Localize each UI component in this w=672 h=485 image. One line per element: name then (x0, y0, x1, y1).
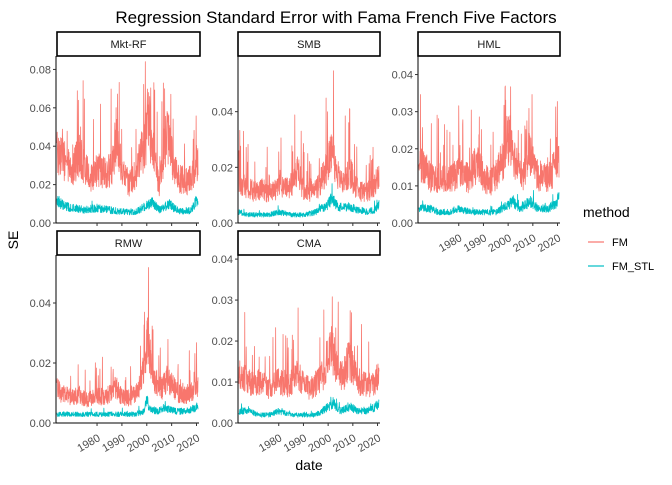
facet-strip-label: Mkt-RF (110, 39, 146, 51)
x-tick-label: 2020 (536, 232, 563, 255)
series-line-fm-stl (56, 395, 199, 418)
facet-strip (417, 31, 561, 57)
series-line-fm (418, 85, 560, 196)
facet-panel: SMB 0.00 0.02 0.04 (212, 31, 381, 230)
y-tick-label: 0.00 (30, 218, 51, 230)
y-tick-label: 0.00 (30, 418, 51, 430)
series-line-fm-stl (418, 190, 560, 216)
facet-strip-label: CMA (297, 238, 322, 250)
series-line-fm (56, 61, 199, 197)
x-tick-label: 1980 (75, 432, 102, 455)
facet-strip (56, 31, 201, 57)
x-tick-label: 2000 (125, 432, 152, 455)
facet-strip-label: RMW (115, 238, 143, 250)
x-tick-label: 2010 (150, 432, 177, 455)
y-tick-label: 0.04 (30, 298, 51, 310)
y-tick-label: 0.03 (392, 107, 413, 119)
facet-strip-label: SMB (297, 39, 321, 51)
series-line-fm (238, 70, 380, 203)
y-tick-label: 0.00 (212, 218, 233, 230)
legend: method FM FM_STL (583, 204, 654, 273)
series-line-fm-stl (238, 183, 380, 218)
x-tick-label: 1990 (462, 232, 489, 255)
x-tick-label: 1990 (282, 432, 309, 455)
facet-panel: CMA 0.00 0.01 0.02 0.03 0.04 19801990200020102… (212, 230, 383, 455)
x-tick-label: 2010 (511, 232, 538, 255)
y-tick-label: 0.02 (212, 336, 233, 348)
x-tick-label: 2000 (486, 232, 513, 255)
series-line-fm-stl (238, 396, 380, 418)
y-axis-label: SE (5, 231, 21, 250)
y-tick-label: 0.08 (30, 64, 51, 76)
x-axis-label: date (295, 457, 322, 473)
x-tick-label: 2020 (175, 432, 202, 455)
y-tick-label: 0.06 (30, 103, 51, 115)
x-tick-label: 2010 (331, 432, 358, 455)
series-line-fm-stl (56, 195, 199, 216)
y-tick-label: 0.02 (30, 180, 51, 192)
facet-strip (237, 230, 381, 256)
x-tick-label: 1990 (100, 432, 127, 455)
y-tick-label: 0.01 (392, 181, 413, 193)
y-tick-label: 0.04 (212, 254, 233, 266)
x-tick-label: 1980 (437, 232, 464, 255)
y-tick-label: 0.02 (30, 358, 51, 370)
legend-label: FM (612, 237, 628, 249)
y-tick-label: 0.00 (392, 218, 413, 230)
chart-title: Regression Standard Error with Fama Fren… (115, 8, 556, 27)
series-line-fm (238, 296, 380, 400)
y-tick-label: 0.02 (212, 162, 233, 174)
y-tick-label: 0.04 (30, 141, 51, 153)
facet-panel: HML 0.00 0.01 0.02 0.03 0.04 19801990200020102… (392, 31, 563, 255)
facet-strip-label: HML (477, 39, 500, 51)
y-tick-label: 0.00 (212, 418, 233, 430)
facet-strip (237, 31, 381, 57)
facet-panels: Mkt-RF 0.00 0.02 0.04 0.06 0.08 SMB 0.00 0.02 0.0… (30, 31, 563, 455)
x-tick-label: 2020 (356, 432, 383, 455)
y-tick-label: 0.03 (212, 295, 233, 307)
y-tick-label: 0.01 (212, 377, 233, 389)
series-line-fm (56, 267, 199, 408)
legend-title: method (583, 204, 630, 220)
y-tick-label: 0.02 (392, 144, 413, 156)
facet-panel: Mkt-RF 0.00 0.02 0.04 0.06 0.08 (30, 31, 201, 230)
x-tick-label: 2000 (306, 432, 333, 455)
facet-strip (56, 230, 201, 256)
legend-label: FM_STL (612, 261, 654, 273)
x-tick-label: 1980 (257, 432, 284, 455)
y-tick-label: 0.04 (392, 70, 413, 82)
y-tick-label: 0.04 (212, 107, 233, 119)
